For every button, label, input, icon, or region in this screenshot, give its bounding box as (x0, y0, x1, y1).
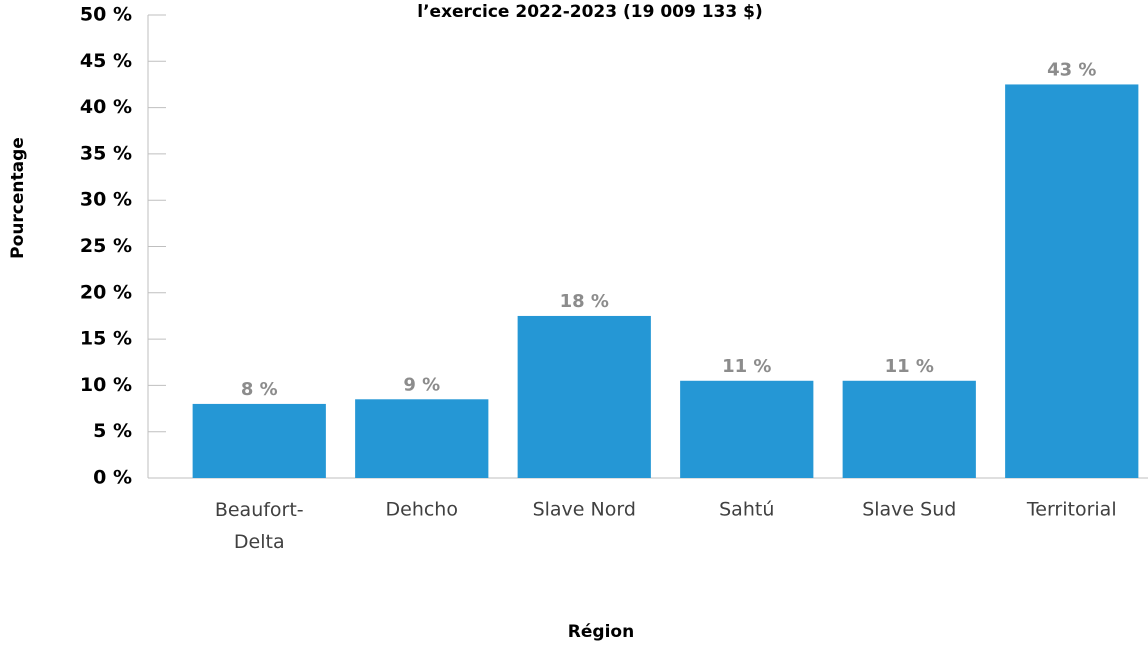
y-tick-label: 5 % (93, 420, 132, 442)
bar (517, 315, 651, 478)
y-tick-label: 35 % (80, 142, 132, 164)
x-tick-label: Territorial (1026, 499, 1117, 521)
value-label: 11 % (722, 356, 771, 377)
y-tick-label: 40 % (80, 96, 132, 118)
y-tick-label: 30 % (80, 189, 132, 211)
x-tick-label: Slave Sud (862, 499, 956, 521)
x-axis-label: Région (568, 622, 634, 642)
value-label: 18 % (560, 291, 609, 312)
x-tick-label: Beaufort-Delta (215, 499, 304, 553)
x-tick-label: Slave Nord (533, 499, 636, 521)
y-tick-label: 15 % (80, 328, 132, 350)
y-tick-label: 45 % (80, 50, 132, 72)
bar (355, 399, 489, 478)
bar (680, 380, 814, 478)
value-label: 11 % (885, 356, 934, 377)
y-tick-label: 20 % (80, 281, 132, 303)
y-tick-label: 0 % (93, 467, 132, 489)
value-label: 43 % (1047, 59, 1096, 80)
value-label: 9 % (403, 374, 440, 395)
y-tick-label: 50 % (80, 4, 132, 26)
y-tick-label: 10 % (80, 374, 132, 396)
bar (1005, 84, 1139, 478)
bar (842, 380, 976, 478)
bar (192, 403, 326, 478)
chart-title: l’exercice 2022-2023 (19 009 133 $) (417, 2, 762, 22)
value-label: 8 % (241, 379, 278, 400)
x-tick-label: Sahtú (719, 499, 774, 521)
x-tick-label: Dehcho (386, 499, 458, 521)
y-axis-label: Pourcentage (8, 137, 28, 259)
y-tick-label: 25 % (80, 235, 132, 257)
